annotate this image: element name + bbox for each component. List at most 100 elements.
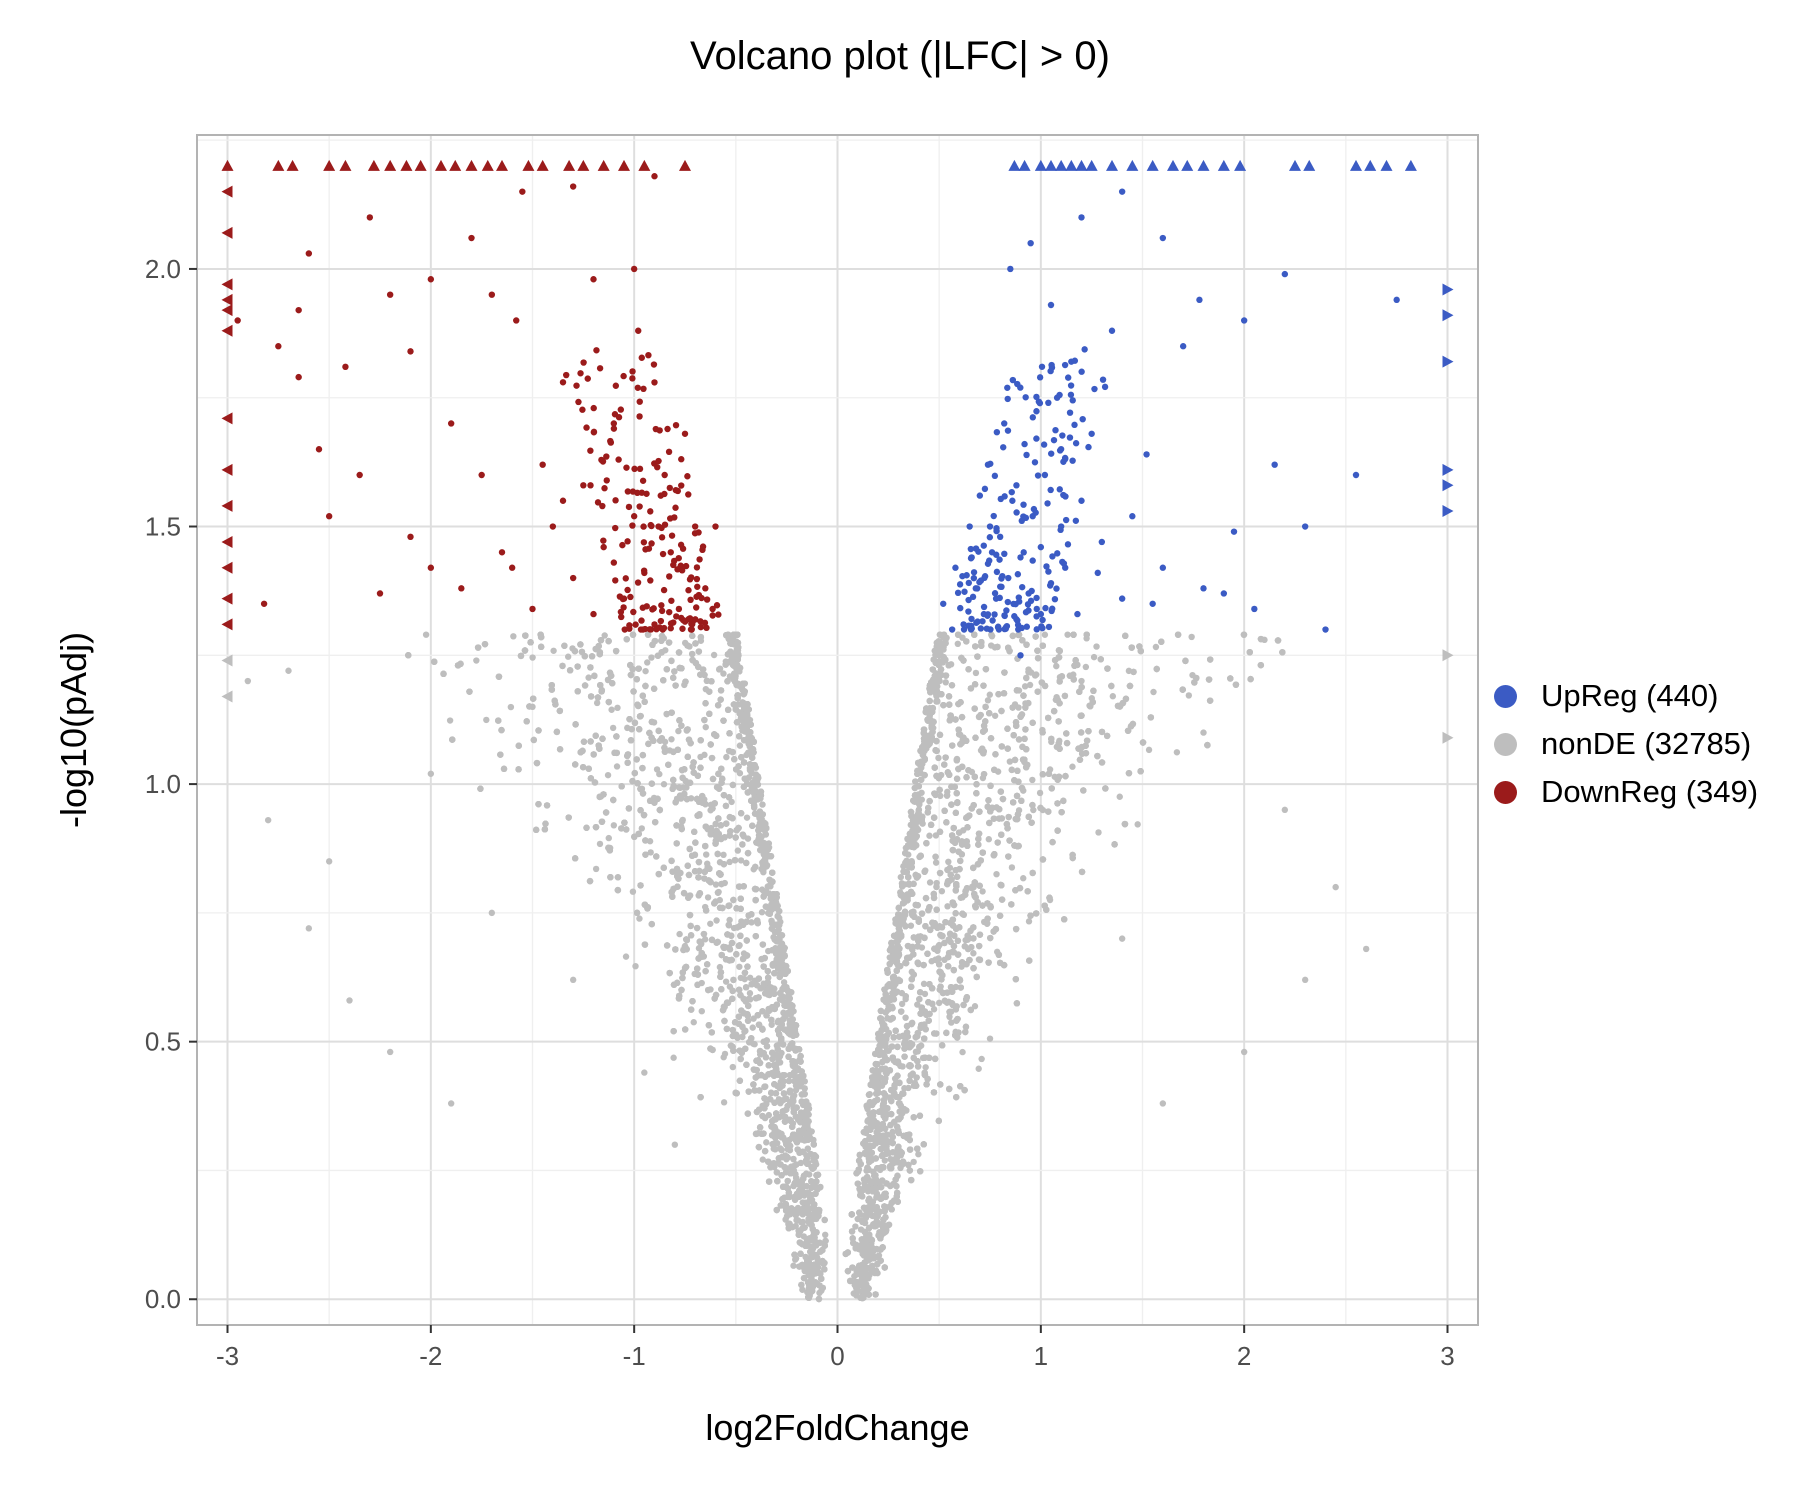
point-nonde bbox=[741, 975, 748, 983]
point-nonde bbox=[1030, 806, 1037, 814]
point-nonde bbox=[748, 919, 755, 926]
point-nonde bbox=[790, 1262, 797, 1269]
point-nonde bbox=[926, 879, 934, 886]
points-layer bbox=[221, 159, 1454, 1303]
point-nonde bbox=[703, 851, 710, 858]
point-nonde bbox=[746, 990, 754, 997]
point-nonde bbox=[605, 834, 612, 842]
point-nonde bbox=[921, 990, 929, 998]
point-nonde bbox=[720, 1054, 727, 1061]
point-nonde bbox=[759, 1156, 766, 1163]
point-nonde bbox=[507, 703, 515, 711]
point-nonde bbox=[1188, 633, 1195, 641]
point-nonde bbox=[1134, 821, 1141, 828]
point-nonde bbox=[987, 642, 995, 649]
point-nonde bbox=[920, 980, 928, 988]
point-nonde bbox=[1041, 631, 1049, 638]
point-nonde bbox=[690, 1019, 697, 1026]
point-nonde bbox=[483, 716, 490, 724]
chart-title: Volcano plot (|LFC| > 0) bbox=[690, 34, 1110, 78]
point-nonde bbox=[629, 888, 637, 895]
point-nonde bbox=[1008, 864, 1016, 871]
point-nonde bbox=[899, 1063, 906, 1070]
point-nonde bbox=[644, 659, 651, 666]
point-nonde bbox=[984, 697, 992, 704]
point-nonde bbox=[734, 847, 742, 854]
point-nonde bbox=[1090, 653, 1098, 661]
point-nonde bbox=[676, 930, 683, 938]
point-nonde bbox=[529, 654, 536, 661]
point-nonde bbox=[1152, 643, 1160, 651]
point-nonde bbox=[948, 1019, 955, 1026]
point-nonde bbox=[701, 936, 709, 943]
point-nonde bbox=[749, 1024, 756, 1031]
point-nonde bbox=[697, 753, 704, 761]
point-nonde bbox=[1095, 829, 1102, 836]
point-nonde bbox=[935, 999, 943, 1007]
point-nonde bbox=[1150, 688, 1157, 696]
point-nonde bbox=[1029, 776, 1036, 784]
point-nonde bbox=[768, 1021, 775, 1028]
point-nonde bbox=[935, 754, 942, 762]
point-nonde bbox=[743, 814, 751, 821]
point-nonde bbox=[959, 1048, 966, 1056]
point-nonde bbox=[922, 1064, 929, 1071]
point-nonde bbox=[668, 736, 675, 743]
point-nonde bbox=[1036, 789, 1044, 797]
point-nonde bbox=[751, 1041, 758, 1048]
point-nonde bbox=[656, 770, 663, 778]
point-nonde bbox=[937, 792, 944, 800]
point-nonde bbox=[799, 1286, 806, 1293]
point-nonde bbox=[646, 838, 654, 845]
point-nonde bbox=[720, 1099, 728, 1106]
point-nonde bbox=[710, 651, 718, 659]
point-nonde bbox=[898, 1000, 906, 1008]
point-nonde bbox=[614, 704, 621, 712]
point-nonde bbox=[907, 922, 915, 929]
point-nonde bbox=[720, 851, 727, 859]
point-nonde bbox=[670, 1054, 677, 1061]
point-nonde bbox=[889, 1128, 896, 1136]
point-nonde bbox=[707, 920, 714, 927]
point-nonde bbox=[675, 727, 682, 735]
point-nonde bbox=[1026, 681, 1034, 689]
point-nonde bbox=[736, 742, 744, 749]
point-nonde bbox=[1069, 763, 1076, 770]
point-nonde bbox=[737, 857, 745, 864]
point-nonde bbox=[716, 963, 724, 971]
point-nonde bbox=[726, 916, 733, 924]
point-nonde bbox=[993, 870, 1000, 878]
point-nonde bbox=[1006, 758, 1014, 765]
point-nonde bbox=[942, 679, 949, 686]
point-nonde bbox=[596, 840, 604, 848]
point-nonde bbox=[991, 712, 999, 719]
point-nonde bbox=[952, 983, 960, 991]
point-nonde bbox=[698, 1007, 705, 1015]
point-nonde bbox=[938, 887, 946, 895]
point-nonde bbox=[910, 1158, 917, 1166]
point-nonde bbox=[975, 1065, 982, 1072]
point-nonde bbox=[930, 1006, 938, 1013]
point-nonde bbox=[897, 873, 905, 881]
point-nonde bbox=[638, 825, 646, 832]
point-nonde bbox=[593, 699, 601, 707]
point-nonde bbox=[1109, 693, 1117, 700]
point-nonde bbox=[979, 888, 986, 895]
point-nonde bbox=[970, 950, 977, 957]
point-nonde bbox=[729, 1063, 737, 1071]
point-nonde bbox=[926, 832, 933, 839]
point-nonde bbox=[1021, 683, 1029, 690]
point-nonde bbox=[550, 647, 557, 654]
point-nonde bbox=[564, 653, 572, 660]
point-nonde bbox=[704, 894, 712, 901]
point-nonde bbox=[799, 1218, 807, 1226]
point-nonde bbox=[622, 953, 630, 960]
point-nonde bbox=[822, 1231, 829, 1239]
point-nonde bbox=[971, 1003, 979, 1010]
point-nonde bbox=[902, 1014, 909, 1021]
point-nonde bbox=[986, 1035, 994, 1042]
point-nonde bbox=[932, 859, 940, 866]
point-nonde bbox=[720, 670, 727, 677]
point-nonde bbox=[473, 657, 480, 664]
